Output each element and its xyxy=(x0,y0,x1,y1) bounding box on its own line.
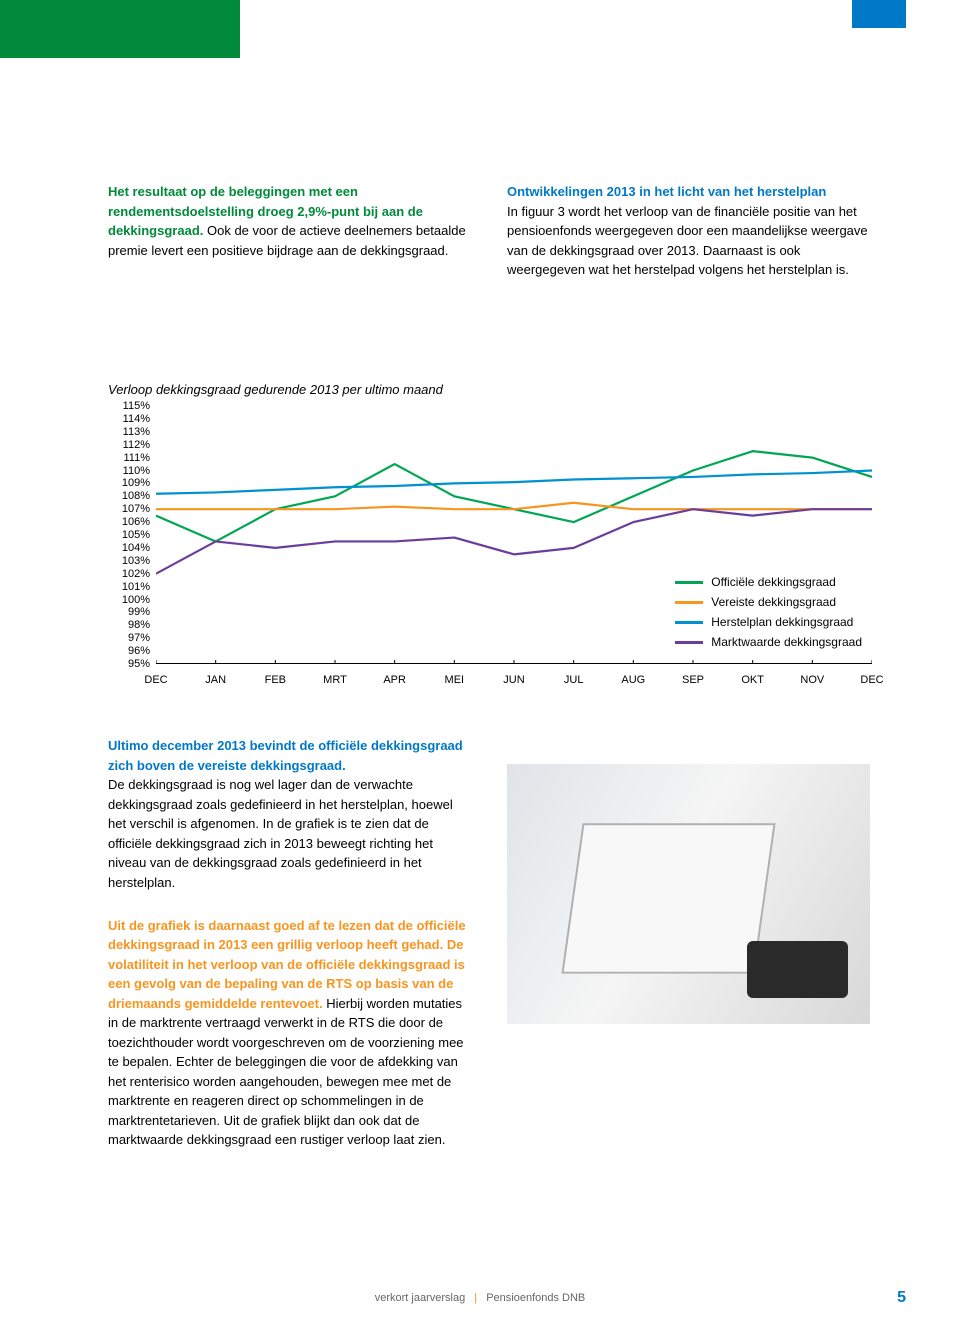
chart-x-tick: JUN xyxy=(503,672,524,689)
lower-text: Ultimo december 2013 bevindt de officiël… xyxy=(108,736,471,1154)
legend-swatch xyxy=(675,641,703,644)
footer: verkort jaarverslag | Pensioenfonds DNB xyxy=(0,1290,960,1307)
lower-heading-blue: Ultimo december 2013 bevindt de officiël… xyxy=(108,738,463,773)
legend-label: Vereiste dekkingsgraad xyxy=(711,593,836,611)
chart-title: Verloop dekkingsgraad gedurende 2013 per… xyxy=(108,380,443,400)
chart-x-tick: DEC xyxy=(144,672,167,689)
lower-body1: De dekkingsgraad is nog wel lager dan de… xyxy=(108,777,453,890)
chart-x-tick: DEC xyxy=(860,672,883,689)
footer-separator: | xyxy=(474,1292,477,1304)
chart-x-tick: AUG xyxy=(621,672,645,689)
legend-swatch xyxy=(675,601,703,604)
legend-label: Officiële dekkingsgraad xyxy=(711,573,836,591)
chart-x-tick: SEP xyxy=(682,672,704,689)
chart-x-tick: MRT xyxy=(323,672,347,689)
legend-label: Herstelplan dekkingsgraad xyxy=(711,613,853,631)
chart-x-tick: JAN xyxy=(205,672,226,689)
page-number: 5 xyxy=(897,1286,906,1310)
chart-x-tick: APR xyxy=(383,672,406,689)
chart-series-line xyxy=(156,451,872,541)
chart-x-tick: MEI xyxy=(445,672,465,689)
legend-item: Marktwaarde dekkingsgraad xyxy=(675,633,862,651)
legend-label: Marktwaarde dekkingsgraad xyxy=(711,633,862,651)
footer-right: Pensioenfonds DNB xyxy=(486,1292,585,1304)
chart-x-tick: FEB xyxy=(265,672,286,689)
chart: 115%114%113%112%111%110%109%108%107%106%… xyxy=(108,406,878,696)
lower-body2: Hierbij worden mutaties in de marktrente… xyxy=(108,996,464,1148)
intro-columns: Het resultaat op de beleggingen met een … xyxy=(108,182,870,284)
header-blue-tab xyxy=(852,0,906,28)
legend-swatch xyxy=(675,621,703,624)
legend-item: Officiële dekkingsgraad xyxy=(675,573,862,591)
legend-item: Herstelplan dekkingsgraad xyxy=(675,613,862,631)
chart-series-line xyxy=(156,503,872,509)
chart-legend: Officiële dekkingsgraad Vereiste dekkings… xyxy=(675,571,862,653)
lower-section: Ultimo december 2013 bevindt de officiël… xyxy=(108,736,870,1154)
chart-x-tick: NOV xyxy=(800,672,824,689)
legend-item: Vereiste dekkingsgraad xyxy=(675,593,862,611)
chart-series-line xyxy=(156,471,872,494)
chart-y-tick: 95% xyxy=(128,656,150,673)
intro-right: Ontwikkelingen 2013 in het licht van het… xyxy=(507,182,870,284)
chart-x-tick: JUL xyxy=(564,672,584,689)
footer-left: verkort jaarverslag xyxy=(375,1292,465,1304)
intro-right-body: In figuur 3 wordt het verloop van de fin… xyxy=(507,204,868,278)
chart-plot-area: Officiële dekkingsgraad Vereiste dekkings… xyxy=(156,406,872,664)
intro-left: Het resultaat op de beleggingen met een … xyxy=(108,182,471,284)
chart-x-axis: DECJANFEBMRTAPRMEIJUNJULAUGSEPOKTNOVDEC xyxy=(156,672,872,692)
chart-series-line xyxy=(156,509,872,574)
intro-right-heading: Ontwikkelingen 2013 in het licht van het… xyxy=(507,184,826,199)
header-green-block xyxy=(0,0,240,58)
legend-swatch xyxy=(675,581,703,584)
lower-photo-placeholder xyxy=(507,764,870,1024)
chart-x-tick: OKT xyxy=(741,672,764,689)
